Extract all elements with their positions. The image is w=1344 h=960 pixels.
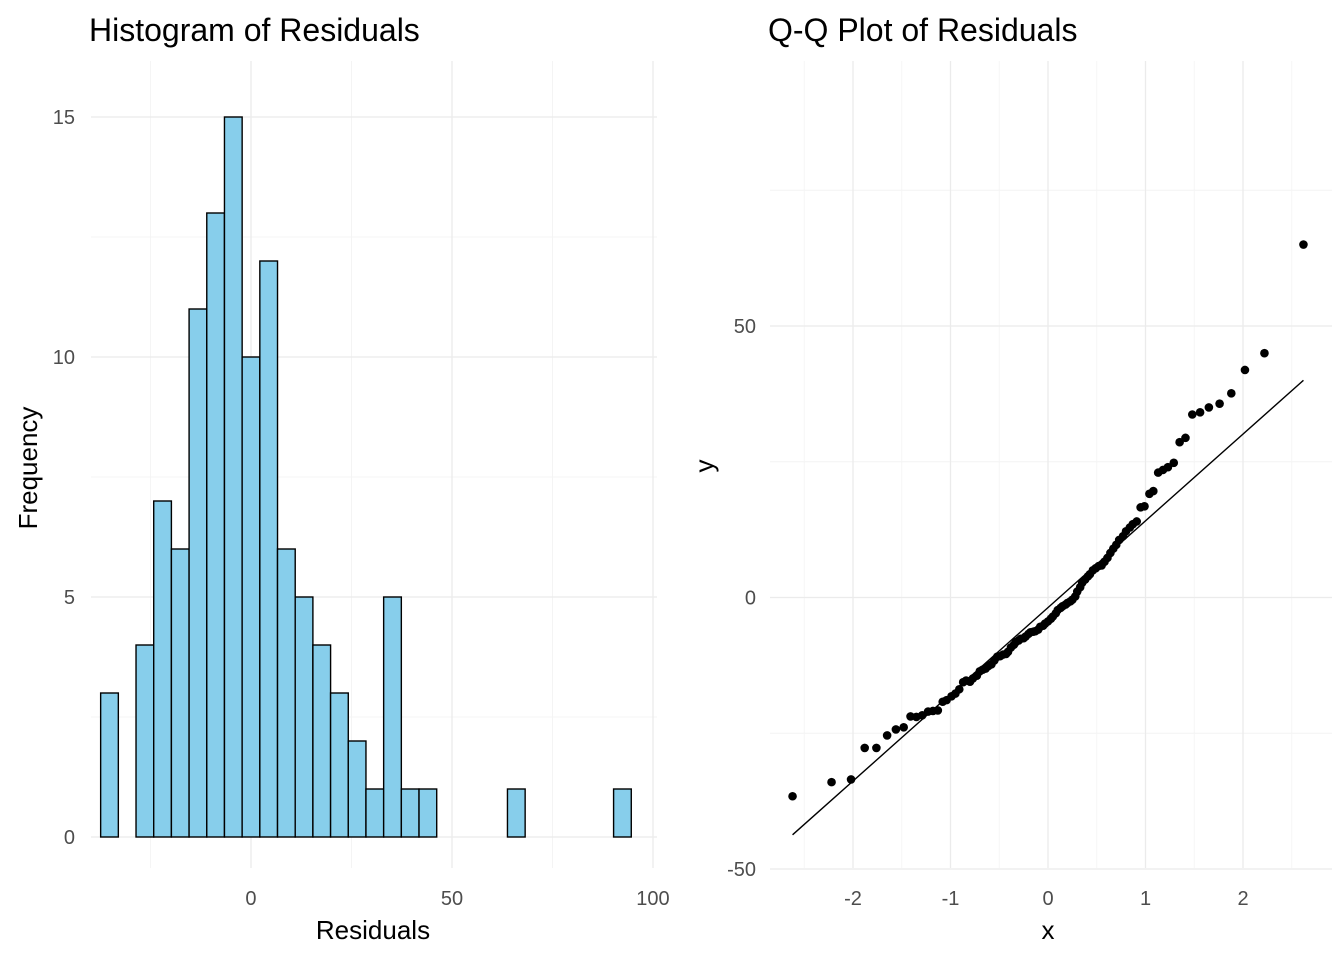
- qq-point: [1140, 501, 1149, 511]
- qq-y-axis-title: y: [689, 460, 719, 473]
- histogram-bar: [312, 644, 332, 838]
- qq-point: [1188, 410, 1197, 419]
- histogram-bars: [99, 116, 632, 838]
- histogram-x-tick-label: 100: [636, 888, 669, 910]
- qq-x-tick-label: -1: [942, 888, 960, 910]
- histogram-bar: [612, 788, 632, 838]
- qq-x-tick-labels: -2 -1 0 1 2: [844, 888, 1248, 910]
- histogram-bar: [135, 644, 155, 838]
- qq-point: [954, 684, 964, 694]
- qq-point: [1181, 433, 1190, 443]
- qq-y-tick-label: 0: [745, 588, 756, 610]
- histogram-y-tick-labels: 0 5 10 15: [53, 107, 75, 849]
- histogram-y-tick-label: 5: [64, 587, 75, 609]
- qq-point: [1132, 517, 1142, 526]
- histogram-bar: [99, 692, 120, 838]
- qq-y-tick-label: -50: [727, 859, 756, 881]
- qq-x-tick-label: 0: [1042, 888, 1053, 910]
- qq-point: [1175, 437, 1184, 447]
- qq-points: [788, 240, 1308, 801]
- qq-point: [827, 777, 836, 787]
- histogram-bar: [241, 356, 261, 838]
- qq-reference-line: [792, 379, 1304, 836]
- qq-point: [1240, 365, 1250, 375]
- histogram-x-axis-title: Residuals: [316, 915, 430, 945]
- qq-point: [1169, 458, 1179, 468]
- qq-point: [872, 743, 881, 753]
- histogram-bar: [329, 692, 349, 838]
- histogram-bar: [188, 308, 208, 838]
- qq-point: [899, 722, 908, 732]
- qq-x-tick-label: -2: [844, 888, 862, 910]
- histogram-y-axis-title: Frequency: [13, 407, 43, 530]
- histogram-x-tick-labels: 0 50 100: [245, 888, 669, 910]
- histogram-x-tick-label: 50: [441, 888, 463, 910]
- qq-gridlines: [770, 61, 1332, 870]
- qq-point: [933, 706, 943, 715]
- histogram-title: Histogram of Residuals: [89, 12, 420, 48]
- qq-point: [1204, 403, 1214, 412]
- histogram-bar: [206, 212, 226, 838]
- qq-x-tick-label: 1: [1140, 888, 1151, 910]
- qq-line: [792, 379, 1304, 836]
- histogram-bar: [170, 548, 190, 838]
- histogram-bar: [506, 788, 526, 838]
- histogram-bar: [418, 788, 438, 838]
- qq-point: [1163, 462, 1173, 472]
- histogram-bar: [382, 596, 403, 838]
- qq-y-tick-label: 50: [734, 316, 756, 338]
- histogram-bar: [153, 500, 173, 838]
- histogram-bar: [294, 596, 314, 838]
- qq-x-axis-title: x: [1042, 915, 1055, 945]
- histogram-bar: [276, 548, 296, 838]
- qq-point: [1227, 389, 1236, 398]
- qq-point: [788, 791, 797, 801]
- qq-y-tick-labels: -50 0 50: [727, 316, 756, 881]
- histogram-y-tick-label: 10: [53, 347, 75, 369]
- qq-point: [1299, 240, 1308, 249]
- histogram-bar: [400, 788, 420, 838]
- qq-point: [1149, 486, 1158, 496]
- qq-x-tick-label: 2: [1237, 888, 1248, 910]
- histogram-y-tick-label: 15: [53, 107, 75, 129]
- histogram-bar: [347, 740, 367, 838]
- qq-point: [882, 731, 892, 740]
- histogram-y-tick-label: 0: [64, 827, 75, 849]
- qq-title: Q-Q Plot of Residuals: [768, 12, 1077, 48]
- histogram-bar: [223, 116, 243, 838]
- histogram-x-tick-label: 0: [245, 888, 256, 910]
- histogram-bar: [365, 788, 385, 838]
- qq-panel: -2 -1 0 1 2 -50 0 50 Q-Q Plot of Residuals x y: [689, 12, 1332, 945]
- qq-point: [860, 743, 869, 753]
- qq-point: [846, 775, 856, 784]
- qq-point: [891, 725, 901, 734]
- qq-point: [1215, 399, 1224, 408]
- qq-point: [1195, 408, 1205, 417]
- qq-point: [1260, 348, 1269, 358]
- histogram-bar: [259, 260, 279, 838]
- histogram-panel: 0 50 100 0 5 10 15 Histogram of Residuals Res…: [13, 12, 670, 945]
